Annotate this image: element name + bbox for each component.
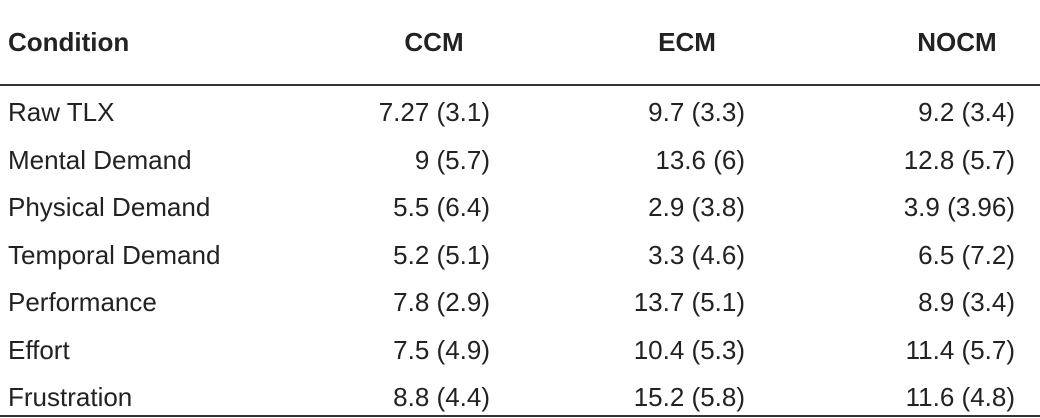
table-cell: 9 (5.7) — [414, 144, 490, 175]
row-label: Temporal Demand — [8, 239, 221, 270]
table-cell: 12.8 (5.7) — [903, 144, 1015, 175]
table-cell: 3.3 (4.6) — [648, 239, 745, 270]
column-header: Condition — [8, 27, 130, 57]
table-cell: 3.9 (3.96) — [903, 192, 1015, 222]
table-cell: 10.4 (5.3) — [633, 334, 745, 365]
table-cell: 5.2 (5.1) — [393, 239, 490, 270]
table-cell: 15.2 (5.8) — [633, 382, 745, 412]
row-label: Physical Demand — [8, 192, 211, 222]
table-cell: 9.2 (3.4) — [918, 97, 1015, 127]
column-header: NOCM — [917, 27, 997, 57]
table-cell: 2.9 (3.8) — [648, 192, 745, 222]
table-cell: 13.6 (6) — [655, 144, 745, 175]
table-cell: 7.8 (2.9) — [393, 287, 490, 317]
table-cell: 5.5 (6.4) — [393, 192, 490, 222]
table-cell: 11.6 (4.8) — [905, 382, 1015, 412]
table-cell: 11.4 (5.7) — [905, 334, 1015, 365]
column-header: ECM — [658, 27, 716, 57]
row-label: Effort — [8, 334, 70, 365]
column-header: CCM — [404, 27, 464, 57]
header-rule — [0, 84, 1040, 86]
row-label: Mental Demand — [8, 144, 192, 175]
table-cell: 13.7 (5.1) — [633, 287, 745, 317]
table-cell: 7.27 (3.1) — [378, 97, 490, 127]
row-label: Frustration — [8, 382, 133, 412]
table-cell: 9.7 (3.3) — [648, 97, 745, 127]
row-label: Performance — [8, 287, 157, 317]
bottom-rule — [0, 415, 1040, 417]
table-cell: 7.5 (4.9) — [393, 334, 490, 365]
table-cell: 8.9 (3.4) — [918, 287, 1015, 317]
table-cell: 8.8 (4.4) — [393, 382, 490, 412]
table-cell: 6.5 (7.2) — [918, 239, 1015, 270]
row-label: Raw TLX — [8, 97, 115, 127]
